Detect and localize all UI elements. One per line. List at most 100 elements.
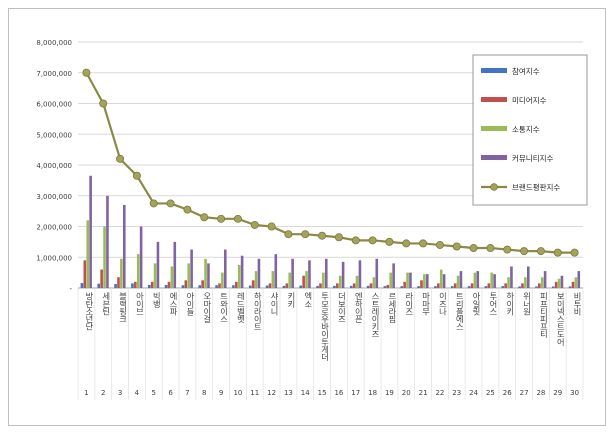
legend-marker bbox=[490, 183, 498, 191]
line-point bbox=[250, 220, 259, 229]
bar bbox=[442, 274, 446, 288]
bar bbox=[574, 277, 578, 288]
bar bbox=[235, 281, 238, 288]
bar bbox=[282, 285, 286, 288]
bar bbox=[417, 286, 420, 288]
bar bbox=[153, 263, 157, 288]
bar bbox=[355, 275, 359, 288]
x-category-label: 엑소 bbox=[303, 291, 313, 307]
x-rank-label: 9 bbox=[219, 389, 223, 397]
x-rank-label: 28 bbox=[536, 389, 545, 397]
x-category-label: 에스파 bbox=[169, 292, 179, 316]
bar bbox=[97, 283, 101, 288]
legend-swatch bbox=[481, 68, 507, 73]
x-category-label: 이즈나 bbox=[438, 291, 448, 316]
x-category-label: 보이넥스트도어 bbox=[556, 292, 566, 347]
bar bbox=[173, 241, 177, 288]
x-category-label: 레드벨벳 bbox=[236, 292, 246, 324]
bar bbox=[349, 285, 353, 288]
bar bbox=[560, 275, 564, 288]
line-point bbox=[217, 214, 226, 223]
line-point bbox=[284, 230, 293, 239]
y-tick-label: 5,000,000 bbox=[36, 131, 72, 139]
bar bbox=[86, 220, 90, 288]
bar bbox=[490, 272, 494, 288]
x-rank-label: 4 bbox=[135, 389, 140, 397]
x-rank-label: 25 bbox=[486, 389, 495, 397]
line-point bbox=[82, 68, 91, 77]
x-rank-label: 15 bbox=[318, 389, 327, 397]
bar bbox=[122, 204, 126, 288]
x-category-label: 마마무 bbox=[421, 292, 431, 316]
bar bbox=[501, 286, 505, 288]
bar bbox=[425, 274, 429, 288]
bar bbox=[557, 278, 561, 288]
bar bbox=[521, 283, 524, 288]
bar bbox=[150, 281, 154, 288]
x-rank-label: 14 bbox=[301, 389, 310, 397]
bar bbox=[524, 277, 527, 288]
x-rank-label: 6 bbox=[168, 389, 173, 397]
bar bbox=[540, 277, 544, 288]
x-category-label: 비투비 bbox=[573, 292, 583, 316]
bar bbox=[319, 283, 322, 288]
bar bbox=[538, 283, 541, 288]
bar bbox=[450, 286, 454, 288]
x-rank-label: 7 bbox=[185, 389, 189, 397]
bar bbox=[437, 283, 440, 288]
line-point bbox=[334, 233, 343, 242]
bar bbox=[392, 263, 395, 288]
x-category-label: 라이즈 bbox=[404, 292, 414, 315]
bar bbox=[420, 280, 423, 288]
line-point bbox=[486, 244, 495, 253]
y-tick-label: 4,000,000 bbox=[36, 162, 72, 170]
bar bbox=[456, 275, 460, 288]
bar bbox=[201, 280, 204, 288]
bar bbox=[518, 286, 521, 288]
bar bbox=[403, 281, 406, 288]
bar bbox=[114, 284, 117, 288]
legend-swatch bbox=[481, 155, 507, 160]
bar bbox=[288, 272, 292, 288]
x-rank-label: 27 bbox=[520, 389, 529, 397]
legend-label: 커뮤니티지수 bbox=[512, 154, 553, 163]
bar bbox=[316, 285, 319, 288]
bar bbox=[507, 277, 510, 288]
bar bbox=[248, 285, 252, 288]
bar bbox=[299, 285, 303, 288]
bar bbox=[89, 175, 92, 288]
bar bbox=[341, 261, 345, 288]
bar bbox=[240, 255, 244, 288]
bar bbox=[308, 260, 311, 288]
x-rank-label: 24 bbox=[469, 389, 478, 397]
x-rank-label: 3 bbox=[118, 389, 122, 397]
bar bbox=[543, 271, 547, 288]
bar bbox=[324, 258, 328, 288]
bar bbox=[117, 277, 120, 288]
line-point bbox=[503, 245, 512, 254]
bar bbox=[291, 258, 294, 288]
x-category-label: 키키 bbox=[286, 292, 296, 309]
line-point bbox=[301, 230, 310, 239]
bar bbox=[366, 285, 370, 288]
bar bbox=[459, 271, 463, 288]
bar bbox=[484, 286, 488, 288]
bar bbox=[386, 284, 390, 288]
line-point bbox=[570, 248, 579, 257]
chart: - 1,000,000 2,000,000 3,000,000 4,000,000 5,0… bbox=[36, 39, 588, 400]
x-category-label: 트리플에스 bbox=[455, 292, 465, 330]
x-category-label: 빅뱅 bbox=[152, 292, 162, 308]
bar bbox=[510, 266, 513, 288]
line-point bbox=[116, 154, 125, 163]
x-rank-label: 5 bbox=[152, 389, 156, 397]
y-tick-label: 3,000,000 bbox=[36, 193, 72, 201]
x-rank-label: 10 bbox=[233, 389, 242, 397]
x-category-label: 방탄소년단 bbox=[84, 291, 94, 330]
bar bbox=[568, 286, 572, 288]
x-rank-label: 16 bbox=[334, 389, 343, 397]
line-point bbox=[318, 231, 327, 240]
line-point bbox=[553, 248, 562, 257]
x-rank-label: 17 bbox=[351, 389, 360, 397]
x-rank-label: 2 bbox=[101, 389, 105, 397]
